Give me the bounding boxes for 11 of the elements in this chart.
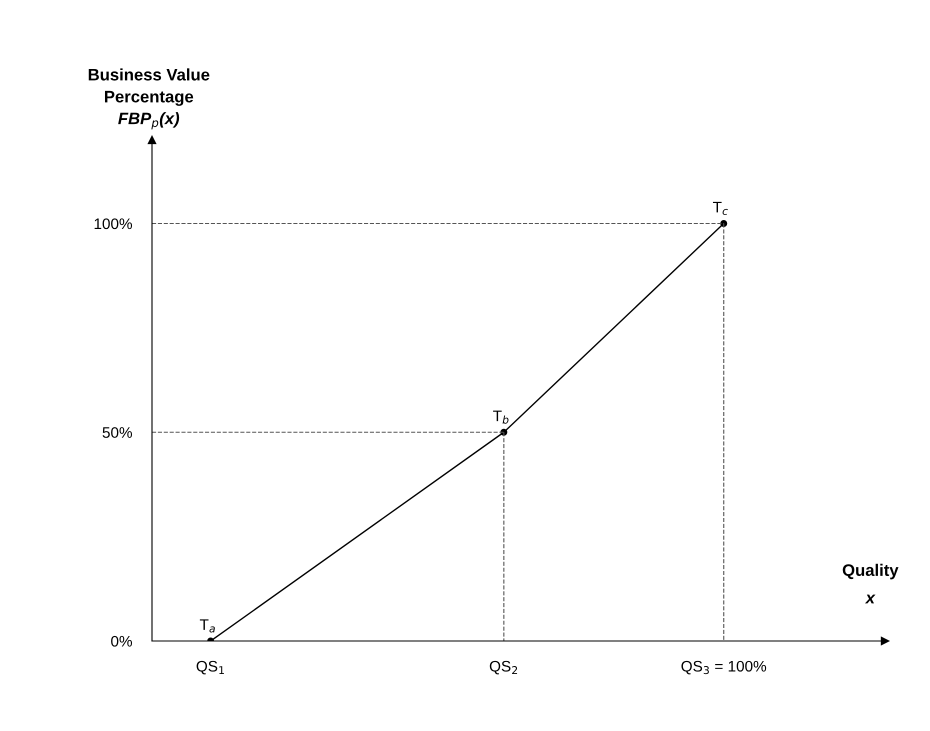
x-axis-title: Quality x	[842, 564, 898, 604]
y-tick-label: 50%	[102, 427, 132, 438]
x-tick-label: QS$_{3}$ = 100%	[681, 660, 766, 674]
y-tick-label: 100%	[94, 218, 132, 230]
annotation: T$_{c}$	[712, 202, 728, 216]
x-tick-label: QS$_{1}$	[196, 660, 224, 674]
y-axis-title: Business Value Percentage FBP$_{p}$(x)	[88, 68, 210, 130]
annotation: T$_{b}$	[493, 410, 508, 424]
x-tick-label: QS$_{2}$	[490, 660, 518, 674]
y-tick-label: 0%	[111, 636, 132, 647]
annotation: T$_{a}$	[200, 619, 215, 633]
